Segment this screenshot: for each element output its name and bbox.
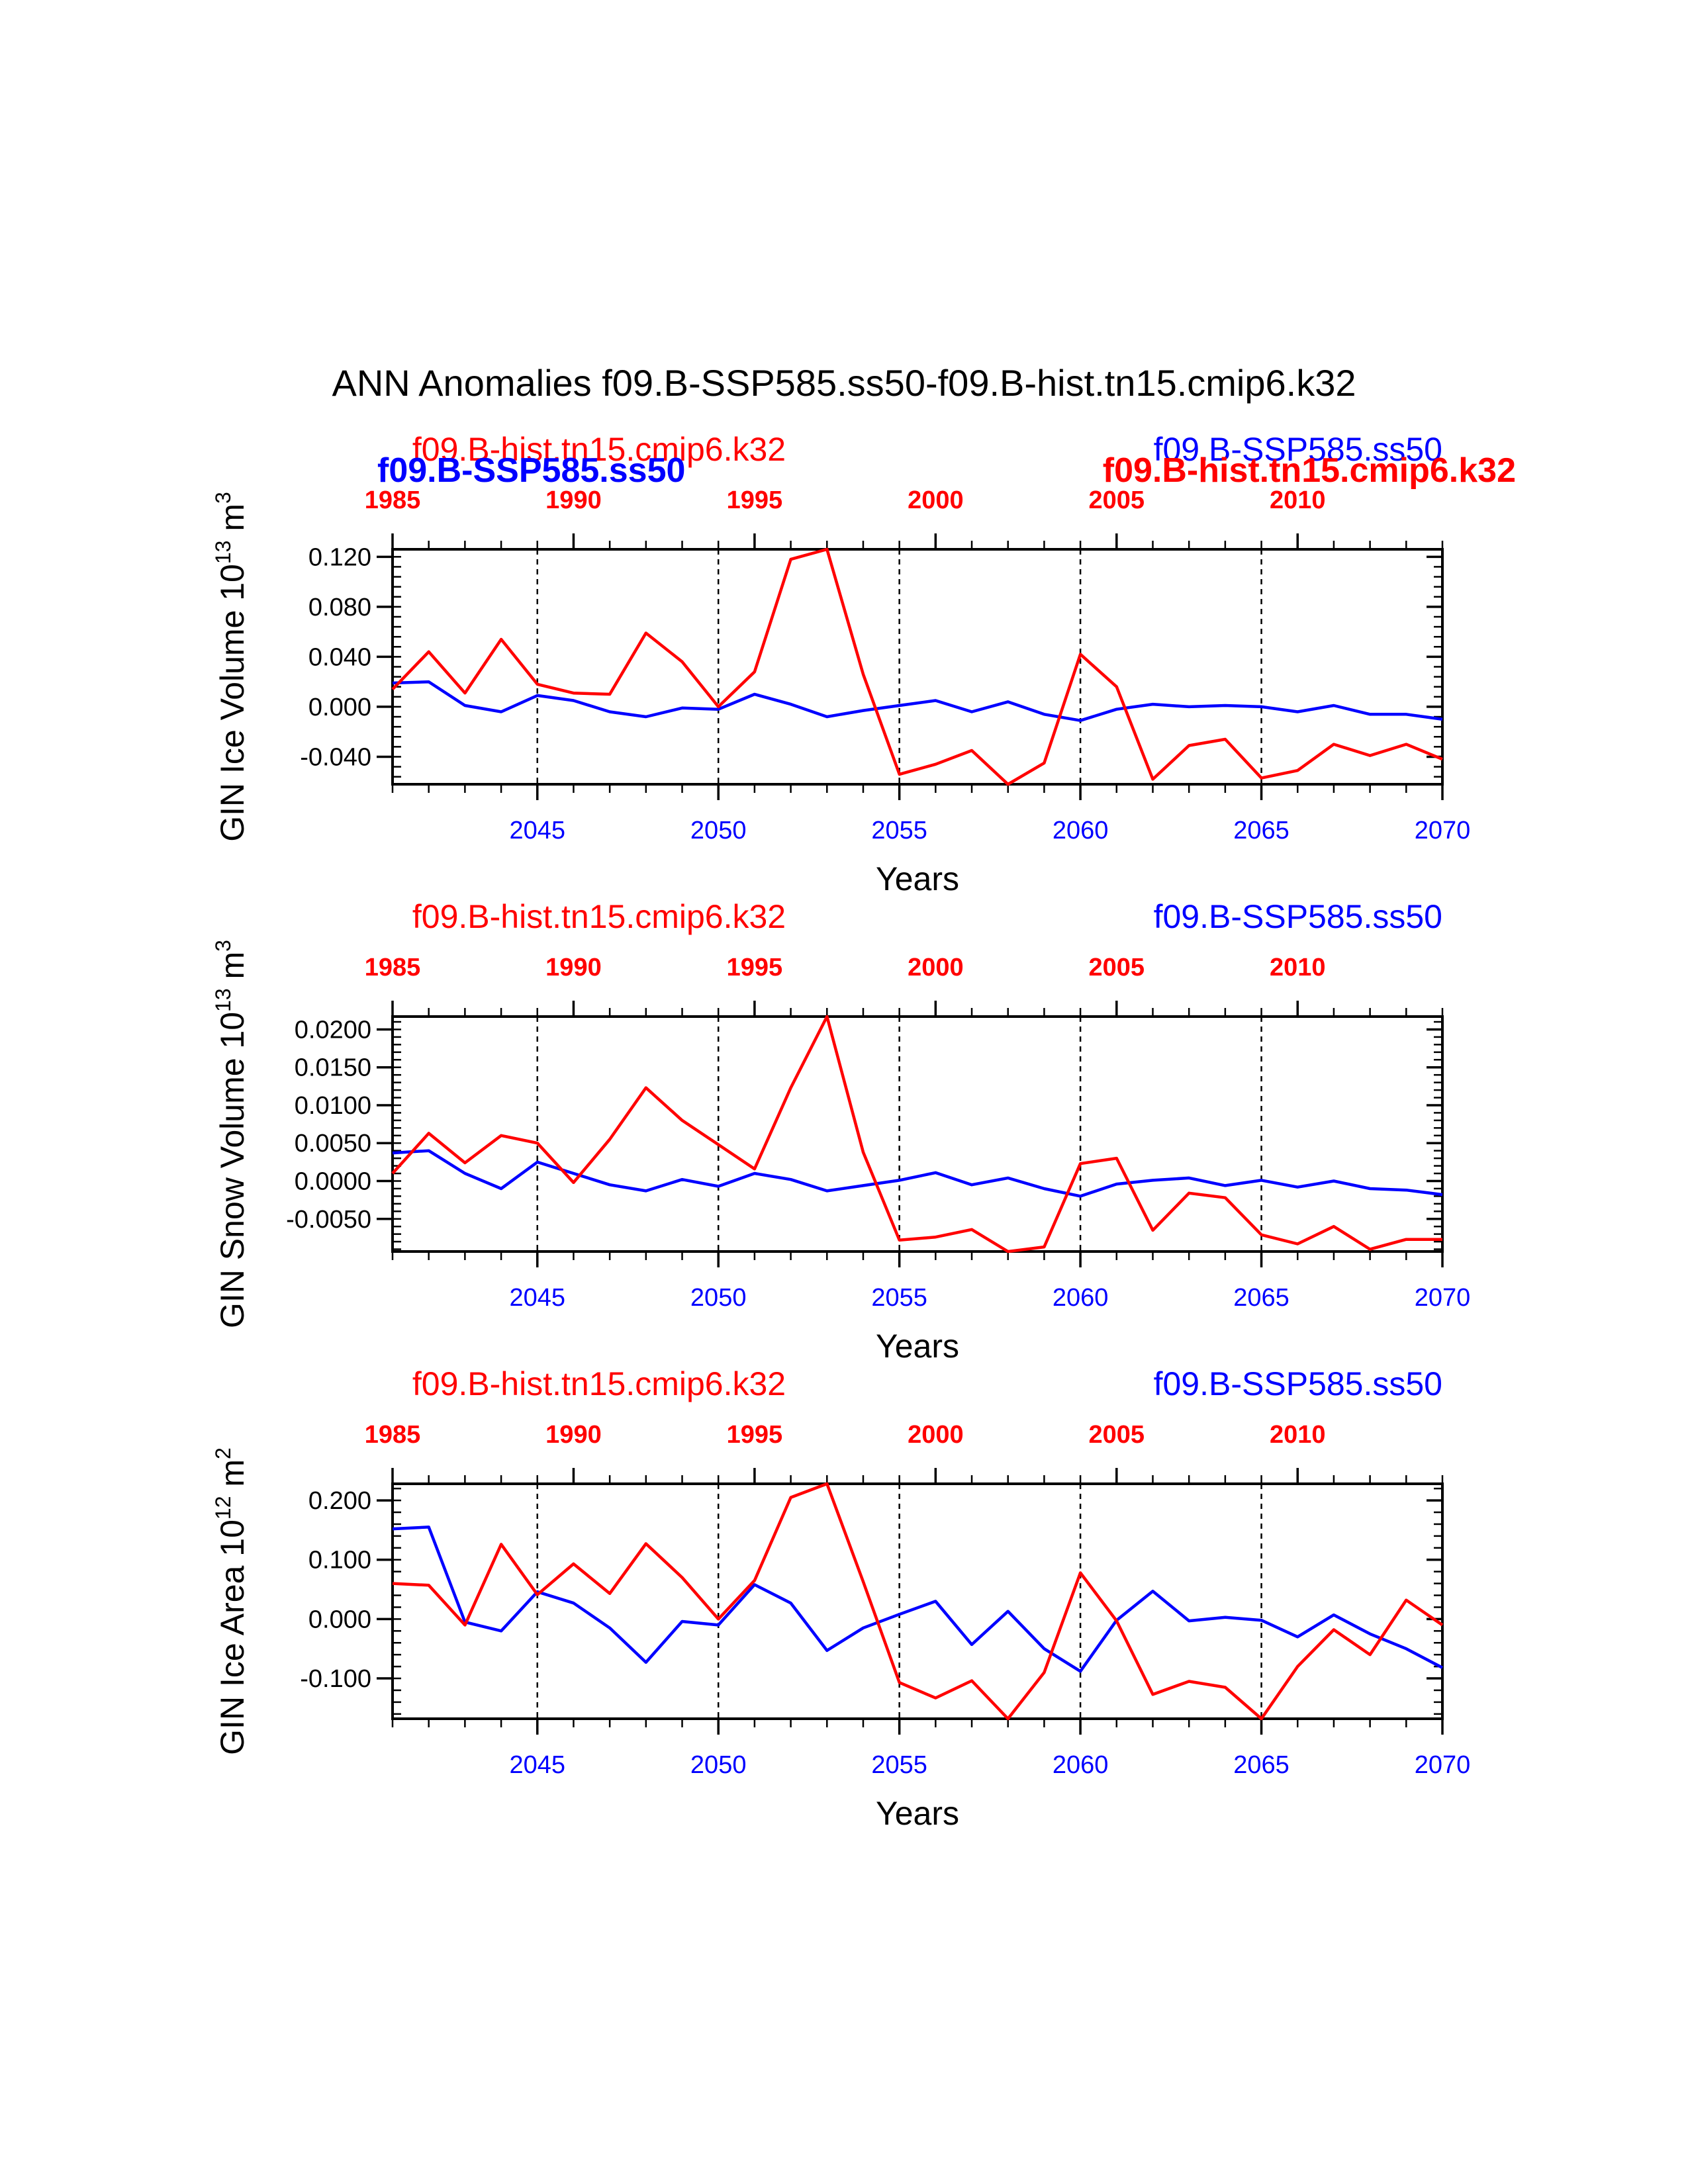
panel3-ytick-label: 0.000 (308, 1606, 371, 1633)
panel2-xlabel: Years (876, 1328, 959, 1365)
panel2-xtick-label: 2055 (871, 1284, 927, 1312)
panel3-xtick-label: 2070 (1415, 1751, 1471, 1779)
panel2-series-case-line (392, 1149, 1443, 1198)
panel3-ytick-label: -0.100 (300, 1665, 371, 1693)
panel1-ytick-label: -0.040 (300, 743, 371, 771)
panel2-xtick-label: 2050 (690, 1284, 747, 1312)
panel3-ytick-label: 0.100 (308, 1547, 371, 1574)
panel3-right-title: f09.B-SSP585.ss50 (1154, 1365, 1442, 1402)
panel2-ytick-label: 0.0200 (295, 1016, 371, 1044)
panel3-xtick-label: 2065 (1233, 1751, 1289, 1779)
panel1-ytick-label: 0.000 (308, 694, 371, 721)
panel2-left-title: f09.B-hist.tn15.cmip6.k32 (412, 898, 786, 935)
panel1-xtick-label: 2055 (871, 817, 927, 844)
panel2-top-xtick-label: 1985 (365, 954, 421, 981)
panel2-top-xtick-label: 1990 (545, 954, 602, 981)
figure-title: ANN Anomalies f09.B-SSP585.ss50-f09.B-hi… (332, 362, 1356, 404)
panel1: -0.040 0.000 0.040 0.080 0.120 2045 2050 2055 20… (211, 431, 1516, 897)
panel2-top-xtick-label: 1995 (727, 954, 783, 981)
panel3-series-control-line (392, 1482, 1444, 1721)
panel3-xtick-label: 2055 (871, 1751, 927, 1779)
panel1-left-title: f09.B-hist.tn15.cmip6.k32 (412, 431, 786, 468)
panel1-series-case-line (392, 680, 1443, 722)
panel2-xtick-label: 2065 (1233, 1284, 1289, 1312)
panel2-top-xtick-label: 2005 (1089, 954, 1145, 981)
panel1-ytick-label: 0.120 (308, 543, 371, 571)
panel3: -0.100 0.000 0.100 0.200 2045 2050 2055 2060 206… (211, 1365, 1470, 1832)
panel2-ytick-label: 0.0100 (295, 1092, 371, 1120)
panel1-right-title: f09.B-SSP585.ss50 (1154, 431, 1442, 468)
panel1-overlay-right-title: f09.B-hist.tn15.cmip6.k32 (1103, 451, 1516, 490)
panel3-top-xtick-label: 2005 (1089, 1421, 1145, 1449)
panel1-top-xtick-label: 1990 (545, 486, 602, 514)
panel1-top-xtick-label: 2010 (1270, 486, 1326, 514)
panel2-xtick-label: 2070 (1415, 1284, 1471, 1312)
panel2-top-xtick-label: 2000 (908, 954, 964, 981)
panel1-ylabel: GIN Ice Volume 1013 m3 (211, 492, 251, 842)
panel1-xtick-label: 2065 (1233, 817, 1289, 844)
panel1-overlay-left-title: f09.B-SSP585.ss50 (377, 451, 685, 490)
panel1-ytick-label: 0.040 (308, 643, 371, 671)
panel2-ytick-label: 0.0050 (295, 1130, 371, 1158)
panel3-top-xtick-label: 1985 (365, 1421, 421, 1449)
panel3-left-title: f09.B-hist.tn15.cmip6.k32 (412, 1365, 786, 1402)
panel1-top-xtick-label: 1985 (365, 486, 421, 514)
panel3-xtick-label: 2060 (1053, 1751, 1109, 1779)
panel2-right-title: f09.B-SSP585.ss50 (1154, 898, 1442, 935)
panel3-top-xtick-label: 1990 (545, 1421, 602, 1449)
panel2-xtick-label: 2060 (1053, 1284, 1109, 1312)
panel3-frame (391, 1482, 1444, 1720)
panel1-top-xtick-label: 1995 (727, 486, 783, 514)
panel1-series-control-line (391, 547, 1443, 786)
panel1-top-xtick-label: 2000 (908, 486, 964, 514)
panel1-xlabel: Years (876, 860, 959, 897)
panel1-xtick-label: 2070 (1415, 817, 1471, 844)
panel2-ytick-label: -0.0050 (286, 1206, 371, 1234)
panel3-top-xtick-label: 2000 (908, 1421, 964, 1449)
panel2: -0.0050 0.0000 0.0050 0.0100 0.0150 0.0200 204… (211, 898, 1470, 1365)
panel1-frame (391, 548, 1444, 786)
panel2-frame (391, 1015, 1444, 1253)
panel3-xlabel: Years (876, 1795, 959, 1832)
panel3-xtick-label: 2045 (509, 1751, 565, 1779)
panel3-series-case-line (392, 1525, 1444, 1673)
panel3-top-xtick-label: 1995 (727, 1421, 783, 1449)
panel2-ylabel: GIN Snow Volume 1013 m3 (211, 940, 251, 1328)
panel2-ytick-label: 0.0000 (295, 1168, 371, 1196)
panel2-ytick-label: 0.0150 (295, 1054, 371, 1082)
panel1-xtick-label: 2050 (690, 817, 747, 844)
panel1-top-xtick-label: 2005 (1089, 486, 1145, 514)
panel1-ytick-label: 0.080 (308, 594, 371, 621)
panel1-xtick-label: 2060 (1053, 817, 1109, 844)
panel1-xtick-label: 2045 (509, 817, 565, 844)
panel2-top-xtick-label: 2010 (1270, 954, 1326, 981)
panel2-xtick-label: 2045 (509, 1284, 565, 1312)
panel2-series-control-line (391, 1015, 1442, 1253)
panel3-ytick-label: 0.200 (308, 1487, 371, 1515)
panel3-top-xtick-label: 2010 (1270, 1421, 1326, 1449)
panel3-xtick-label: 2050 (690, 1751, 747, 1779)
panel3-ylabel: GIN Ice Area 1012 m2 (211, 1447, 251, 1755)
